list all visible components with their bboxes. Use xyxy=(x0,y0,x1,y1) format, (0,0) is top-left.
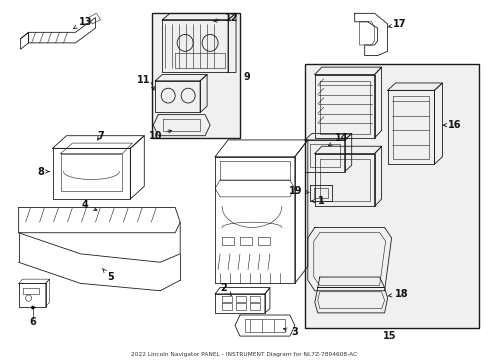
Text: 18: 18 xyxy=(387,289,407,299)
Text: 19: 19 xyxy=(288,185,308,195)
Text: 3: 3 xyxy=(283,327,298,337)
Text: 9: 9 xyxy=(243,72,249,82)
Text: 2: 2 xyxy=(220,283,231,295)
Text: 5: 5 xyxy=(102,269,114,282)
Text: 15: 15 xyxy=(382,331,396,341)
Text: 4: 4 xyxy=(82,200,97,211)
Text: 1: 1 xyxy=(311,196,325,206)
Text: 13: 13 xyxy=(73,17,92,28)
Text: 11: 11 xyxy=(137,75,150,85)
Text: 14: 14 xyxy=(328,133,348,146)
Polygon shape xyxy=(304,64,478,328)
Text: 2022 Lincoln Navigator PANEL - INSTRUMENT Diagram for NL7Z-7804608-AC: 2022 Lincoln Navigator PANEL - INSTRUMEN… xyxy=(131,351,356,356)
Text: 12: 12 xyxy=(213,13,238,23)
Text: 16: 16 xyxy=(443,120,460,130)
Text: 17: 17 xyxy=(387,19,406,29)
Text: 7: 7 xyxy=(97,131,103,141)
Text: 8: 8 xyxy=(37,167,49,176)
Text: 6: 6 xyxy=(29,318,36,327)
Text: 10: 10 xyxy=(148,130,171,141)
Polygon shape xyxy=(152,13,240,138)
